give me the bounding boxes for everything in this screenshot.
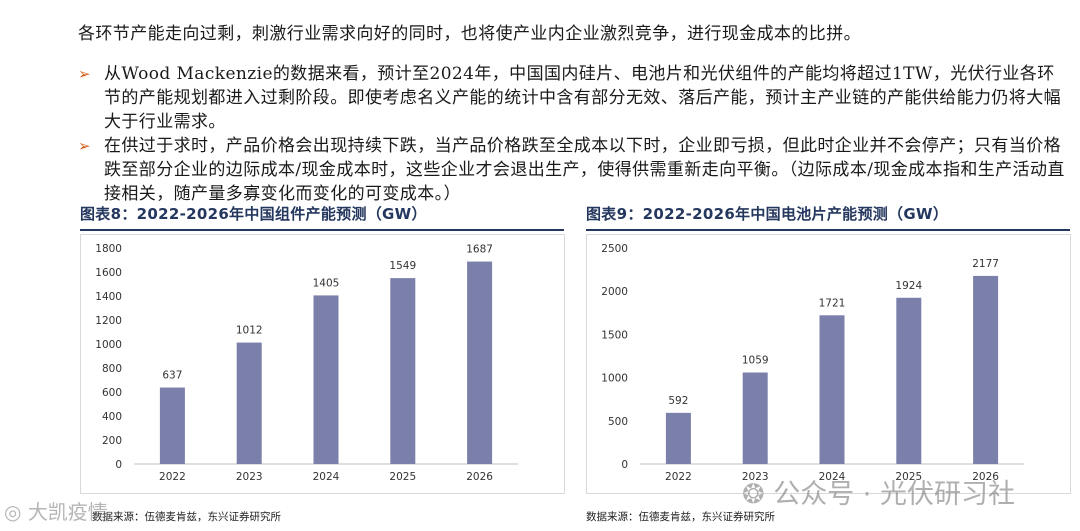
- data-label: 592: [668, 395, 688, 407]
- bullet-item: ➢ 在供过于求时，产品价格会出现持续下跌，当产品价格跌至全成本以下时，企业即亏损…: [78, 134, 1068, 206]
- bullet-item: ➢ 从Wood Mackenzie的数据来看，预计至2024年，中国国内硅片、电…: [78, 62, 1068, 134]
- y-tick-label: 500: [608, 416, 628, 428]
- bullet-text: 在供过于求时，产品价格会出现持续下跌，当产品价格跌至全成本以下时，企业即亏损，但…: [104, 136, 1065, 204]
- y-tick-label: 2500: [601, 243, 628, 255]
- bar-chart-cell-capacity: 0 500 1000 1500 2000 2500 592 2022 1059 2023 1721 2…: [601, 243, 1024, 483]
- x-tick-label: 2022: [159, 471, 186, 483]
- bar: [973, 275, 999, 464]
- y-tick-label: 1000: [95, 339, 122, 351]
- data-label: 1924: [895, 280, 922, 292]
- intro-paragraph: 各环节产能走向过剩，刺激行业需求向好的同时，也将使产业内企业激烈竞争，进行现金成…: [78, 24, 861, 44]
- figure-title: 图表8：2022-2026年中国组件产能预测（GW）: [80, 205, 427, 223]
- y-tick-label: 200: [102, 435, 122, 447]
- figure-source: 数据来源：伍德麦肯兹，东兴证券研究所: [586, 511, 775, 523]
- y-tick-label: 800: [102, 363, 122, 375]
- watermark-left: ◎ 大凯疫情: [4, 496, 108, 525]
- bar: [742, 372, 768, 464]
- y-tick-label: 1500: [601, 329, 628, 341]
- x-tick-label: 2022: [665, 471, 692, 483]
- data-label: 1721: [819, 297, 846, 309]
- y-tick-label: 1800: [95, 243, 122, 255]
- bar: [896, 297, 922, 464]
- bar: [819, 315, 845, 464]
- figure-source: 数据来源：伍德麦肯兹，东兴证券研究所: [92, 511, 281, 523]
- bar-chart-module-capacity: 0 200 400 600 800 1000 1200 1400 1600 1800 637 2022…: [95, 243, 518, 483]
- watermark-left-text: 大凯疫情: [27, 500, 108, 524]
- x-tick-label: 2025: [389, 471, 416, 483]
- data-label: 1405: [313, 277, 340, 289]
- y-tick-label: 1000: [601, 373, 628, 385]
- y-tick-label: 2000: [601, 286, 628, 298]
- x-tick-label: 2023: [742, 471, 769, 483]
- arrow-bullet-icon: ➢: [78, 137, 91, 155]
- x-tick-label: 2023: [236, 471, 263, 483]
- watermark-right: ❂ 公众号 · 光伏研习社: [742, 472, 1015, 511]
- wechat-icon: ❂: [742, 479, 765, 510]
- figure-title-rule: [586, 229, 1070, 231]
- y-tick-label: 0: [621, 459, 628, 471]
- bar: [159, 387, 185, 464]
- y-tick-label: 600: [102, 387, 122, 399]
- bar: [313, 295, 339, 464]
- data-label: 1059: [742, 355, 769, 367]
- x-tick-label: 2025: [895, 471, 922, 483]
- figure-title: 图表9：2022-2026年中国电池片产能预测（GW）: [586, 205, 949, 223]
- data-label: 1687: [466, 244, 493, 256]
- bullet-text: 从Wood Mackenzie的数据来看，预计至2024年，中国国内硅片、电池片…: [104, 64, 1061, 132]
- bar: [665, 412, 691, 464]
- x-tick-label: 2024: [819, 471, 846, 483]
- data-label: 637: [162, 370, 182, 382]
- x-tick-label: 2026: [466, 471, 493, 483]
- y-tick-label: 1200: [95, 315, 122, 327]
- watermark-right-text: 公众号 · 光伏研习社: [773, 479, 1015, 510]
- data-label: 1549: [389, 260, 416, 272]
- data-label: 2177: [972, 258, 999, 270]
- y-tick-label: 400: [102, 411, 122, 423]
- arrow-bullet-icon: ➢: [78, 65, 91, 83]
- x-tick-label: 2026: [972, 471, 999, 483]
- data-label: 1012: [236, 325, 263, 337]
- figure-title-rule: [80, 229, 564, 231]
- x-tick-label: 2024: [313, 471, 340, 483]
- y-tick-label: 1600: [95, 267, 122, 279]
- chart-container: 0 200 400 600 800 1000 1200 1400 1600 1800 637 2022…: [80, 234, 565, 494]
- bar: [467, 261, 493, 464]
- bar: [236, 342, 262, 464]
- y-tick-label: 0: [115, 459, 122, 471]
- y-tick-label: 1400: [95, 291, 122, 303]
- bar: [390, 278, 416, 464]
- watermark-logo-icon: ◎: [4, 500, 22, 524]
- chart-container: 0 500 1000 1500 2000 2500 592 2022 1059 2023 1721 2…: [586, 234, 1071, 494]
